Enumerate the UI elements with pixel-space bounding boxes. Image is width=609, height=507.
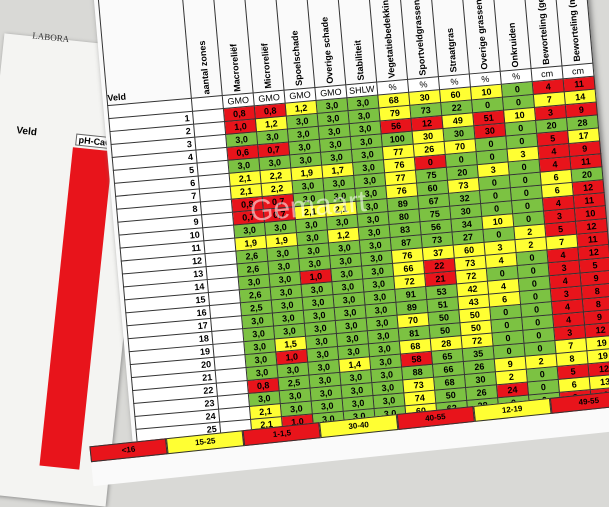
column-name: Beworteling (gem.) [534,0,552,66]
column-name: Vegetatiebedekking [379,0,397,79]
main-sheet: GebruikskwaliteitVeldaantal zonesMacrore… [92,0,609,457]
row-header-text: Veld [107,91,127,104]
left-header: Veld [15,125,38,139]
row-header: Veld [98,0,192,106]
column-name: Stabiliteit [352,40,366,82]
logo-text: LABORA [31,30,70,45]
column-name: Overige grassen [473,0,490,71]
column-name: Beworteling (max.) [565,0,583,63]
column-name: Sportveldgrassen [411,0,428,76]
column-name: Overige schade [319,16,336,85]
column-name: Macroreliëf [228,43,243,93]
column-name: Straatgras [444,28,459,74]
quality-table: GebruikskwaliteitVeldaantal zonesMacrore… [96,0,609,456]
column-name: Onkruiden [506,22,521,68]
zones-header-text: aantal zones [196,40,212,95]
column-name: Microreliëf [259,43,274,90]
left-red-column [39,147,113,470]
column-name: Spoelschade [289,30,305,87]
